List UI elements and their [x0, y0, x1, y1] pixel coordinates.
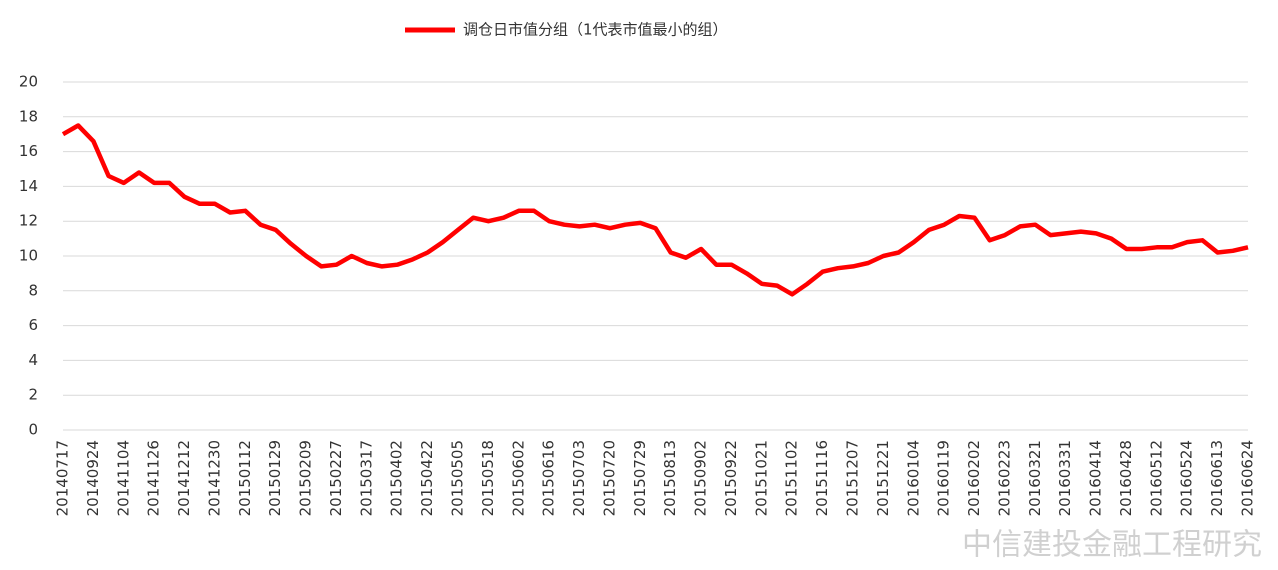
x-tick-label: 20160321	[1026, 440, 1044, 516]
x-tick-label: 20150518	[479, 440, 497, 516]
x-tick-label: 20141104	[114, 440, 132, 516]
x-tick-label: 20150227	[327, 440, 345, 516]
legend-label: 调仓日市值分组（1代表市值最小的组）	[463, 21, 728, 39]
x-tick-label: 20151221	[874, 440, 892, 516]
x-tick-label: 20151021	[752, 440, 770, 516]
x-tick-label: 20160331	[1056, 440, 1074, 516]
y-tick-label: 6	[28, 316, 38, 334]
x-tick-label: 20150422	[418, 440, 436, 516]
x-tick-label: 20150112	[236, 440, 254, 516]
x-tick-label: 20141230	[205, 440, 223, 516]
x-tick-label: 20150813	[661, 440, 679, 516]
series-line	[61, 123, 1249, 297]
x-tick-label: 20150703	[570, 440, 588, 516]
x-tick-label: 20160512	[1147, 440, 1165, 516]
x-tick-label: 20160613	[1208, 440, 1226, 516]
y-tick-label: 20	[19, 73, 38, 91]
y-tick-label: 10	[19, 247, 38, 265]
x-tick-label: 20151102	[783, 440, 801, 516]
x-tick-label: 20150505	[449, 440, 467, 516]
x-tick-label: 20151116	[813, 440, 831, 516]
x-tick-label: 20150317	[357, 440, 375, 516]
x-tick-label: 20160624	[1239, 440, 1257, 516]
y-tick-label: 18	[19, 107, 38, 125]
x-tick-label: 20160104	[904, 440, 922, 516]
x-tick-label: 20141126	[145, 440, 163, 516]
x-tick-label: 20140717	[54, 440, 72, 516]
x-tick-label: 20150729	[631, 440, 649, 516]
y-tick-label: 4	[28, 351, 38, 369]
x-tick-label: 20150922	[722, 440, 740, 516]
x-tick-label: 20141212	[175, 440, 193, 516]
y-tick-label: 0	[28, 421, 38, 439]
y-tick-label: 2	[28, 386, 38, 404]
x-tick-label: 20150602	[509, 440, 527, 516]
watermark: 中信建投金融工程研究	[962, 528, 1262, 563]
x-tick-label: 20150209	[297, 440, 315, 516]
x-tick-label: 20160119	[935, 440, 953, 516]
x-tick-label: 20150720	[600, 440, 618, 516]
y-tick-label: 12	[19, 212, 38, 230]
x-tick-label: 20150616	[540, 440, 558, 516]
x-tick-label: 20160223	[995, 440, 1013, 516]
x-tick-label: 20160428	[1117, 440, 1135, 516]
y-tick-label: 16	[19, 142, 38, 160]
x-tick-label: 20150902	[692, 440, 710, 516]
y-tick-label: 8	[28, 281, 38, 299]
x-tick-label: 20151207	[844, 440, 862, 516]
x-tick-label: 20140924	[84, 440, 102, 516]
x-tick-label: 20160202	[965, 440, 983, 516]
x-tick-label: 20150129	[266, 440, 284, 516]
x-tick-label: 20160414	[1087, 440, 1105, 516]
y-tick-label: 14	[19, 177, 38, 195]
x-tick-label: 20150402	[388, 440, 406, 516]
x-tick-label: 20160524	[1178, 440, 1196, 516]
